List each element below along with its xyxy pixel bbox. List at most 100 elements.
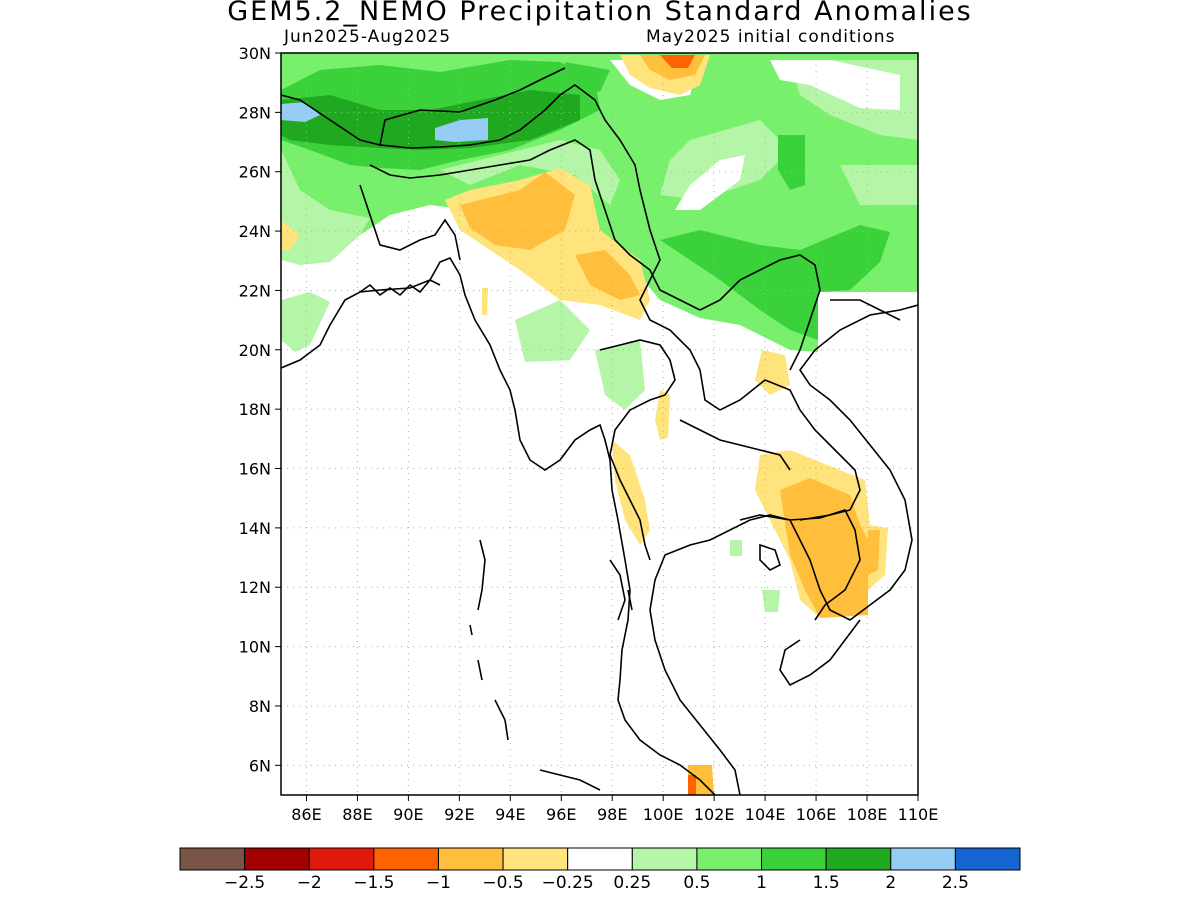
mergui-archipelago <box>609 559 633 621</box>
colorbar-label: 0.25 <box>613 873 651 893</box>
dry-anomaly-small <box>482 288 488 315</box>
border-thai-laos <box>679 419 791 471</box>
colorbar-label: −1 <box>426 873 451 893</box>
lon-tick-label: 94E <box>495 805 525 824</box>
colorbar-swatch <box>761 847 827 871</box>
strong-wet-east <box>778 135 805 190</box>
tonle-sap-lake <box>759 543 781 571</box>
colorbar-label: 0.5 <box>683 873 710 893</box>
colorbar-label: −2 <box>297 873 322 893</box>
moderate-dry-vietnam <box>868 530 880 575</box>
border-india-myanmar <box>369 139 701 311</box>
lon-tick-label: 90E <box>393 805 423 824</box>
lon-tick-label: 88E <box>342 805 372 824</box>
colorbar-swatch <box>179 847 246 871</box>
light-wet-cambodia <box>762 590 780 612</box>
colorbar-swatch <box>567 847 633 871</box>
lat-tick-label: 16N <box>239 460 271 479</box>
lat-tick-label: 26N <box>239 163 271 182</box>
lat-tick-label: 18N <box>239 400 271 419</box>
lon-tick-label: 106E <box>796 805 837 824</box>
coastlines-and-borders <box>281 67 918 795</box>
coastline-gulf-of-thailand <box>649 304 918 795</box>
lon-tick-label: 104E <box>745 805 786 824</box>
lat-tick-label: 14N <box>239 519 271 538</box>
coastline-india-bangladesh <box>281 257 716 795</box>
light-wet-small <box>730 540 742 556</box>
border-bangladesh <box>359 184 461 261</box>
sundarbans-coast <box>359 279 441 297</box>
light-wet-northwest <box>281 150 370 265</box>
very-wet-bhutan <box>435 118 488 142</box>
colorbar-swatch <box>825 847 892 871</box>
longitude-axis: 86E 88E 90E 92E 94E 96E 98E 100E 102E 104E 106E 108… <box>291 795 938 824</box>
lat-tick-label: 8N <box>249 697 271 716</box>
dry-anomaly-thailand <box>655 390 670 440</box>
neutral-gap-east <box>675 155 745 210</box>
colorbar-swatch <box>954 847 1021 871</box>
initial-conditions: May2025 initial conditions <box>646 27 896 47</box>
light-wet-west-edge <box>281 292 330 352</box>
colorbar-swatch <box>502 847 569 871</box>
map-title: GEM5.2_NEMO Precipitation Standard Anoma… <box>227 0 973 27</box>
lat-tick-label: 20N <box>239 341 271 360</box>
lon-tick-label: 110E <box>898 805 939 824</box>
lat-tick-label: 10N <box>239 638 271 657</box>
latitude-axis: 6N 8N 10N 12N 14N 16N 18N 20N 22N 24N 26N 28N 30N <box>239 44 281 775</box>
hainan-coast <box>830 299 901 321</box>
moderate-dry-myanmar <box>460 172 575 250</box>
colorbar-swatch <box>244 847 310 871</box>
colorbar-label: 1 <box>756 873 767 893</box>
border-laos-vietnam <box>699 254 821 371</box>
forecast-period: Jun2025-Aug2025 <box>284 27 452 47</box>
colorbar-label: −2.5 <box>224 873 265 893</box>
border-myanmar-east <box>639 189 861 521</box>
lon-tick-label: 96E <box>546 805 576 824</box>
border-bhutan-north <box>379 67 566 146</box>
strong-wet-patch-ne <box>565 62 610 92</box>
colorbar-label: −1.5 <box>353 873 394 893</box>
moderate-dry-myanmar-south <box>575 250 640 300</box>
colorbar <box>179 847 1021 871</box>
light-wet-northeast-2 <box>840 165 918 205</box>
border-thailand-myanmar <box>599 339 676 561</box>
strong-dry-peninsula <box>688 775 696 795</box>
lon-tick-label: 86E <box>291 805 321 824</box>
lon-tick-label: 102E <box>694 805 735 824</box>
dry-anomaly-west <box>281 220 300 250</box>
colorbar-label: −0.25 <box>542 873 594 893</box>
colorbar-swatch <box>308 847 375 871</box>
light-wet-north-border <box>440 140 620 205</box>
colorbar-swatch <box>631 847 698 871</box>
border-himalaya <box>281 84 641 191</box>
lat-tick-label: 6N <box>249 756 271 775</box>
lon-tick-label: 100E <box>643 805 684 824</box>
lat-tick-label: 30N <box>239 44 271 63</box>
lon-tick-label: 98E <box>597 805 627 824</box>
colorbar-swatch <box>373 847 439 871</box>
light-wet-central <box>515 300 590 362</box>
andaman-islands <box>469 539 509 741</box>
colorbar-swatch <box>696 847 763 871</box>
neutral-gap-northeast <box>770 60 900 110</box>
dry-anomaly-tenasserim <box>612 440 650 545</box>
colorbar-label: 1.5 <box>813 873 840 893</box>
colorbar-swatch <box>437 847 504 871</box>
border-malaysia <box>539 769 601 791</box>
lat-tick-label: 12N <box>239 578 271 597</box>
colorbar-swatch <box>890 847 956 871</box>
dry-anomaly-laos <box>755 350 790 395</box>
lat-tick-label: 28N <box>239 103 271 122</box>
wet-core-himalaya <box>281 90 580 150</box>
colorbar-labels: −2.5 −2 −1.5 −1 −0.5 −0.25 0.25 0.5 1 1.5 2 2.5 <box>224 873 969 893</box>
coastline-vietnam-south <box>779 619 861 687</box>
light-wet-sliver <box>532 315 540 358</box>
border-cambodia <box>739 509 861 621</box>
lat-tick-label: 22N <box>239 281 271 300</box>
anomaly-fields <box>281 53 918 795</box>
lon-tick-label: 92E <box>444 805 474 824</box>
colorbar-label: 2 <box>885 873 896 893</box>
map-frame <box>280 52 919 796</box>
strong-dry-north <box>660 55 695 68</box>
